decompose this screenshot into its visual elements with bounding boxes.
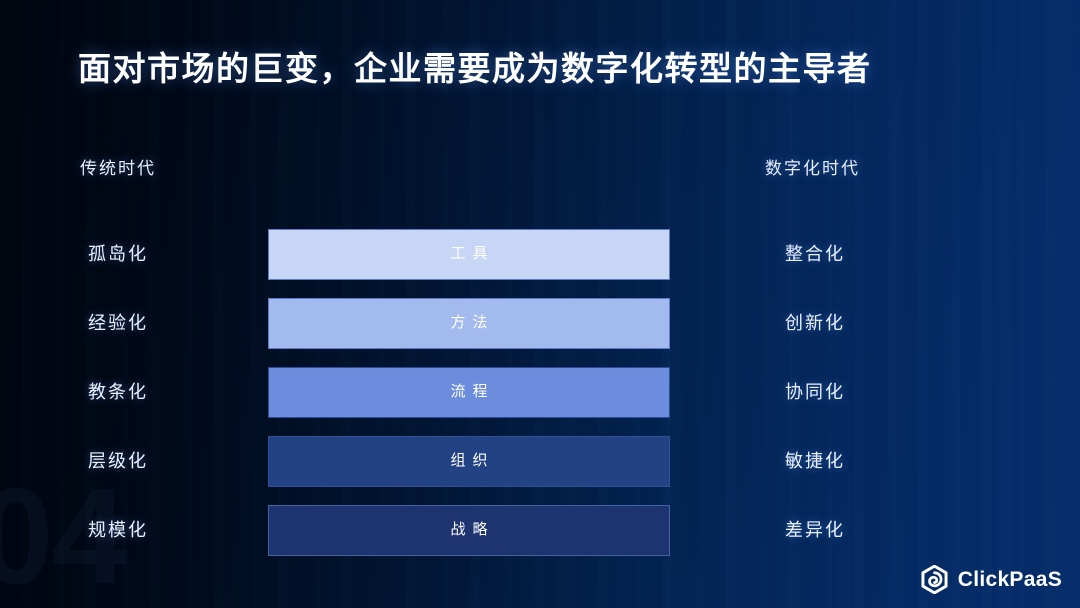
left-label: 教条化 [88,382,148,402]
center-bar[interactable]: 方法 [268,298,670,349]
comparison-row: 规模化 战略 差异化 [0,505,1080,556]
right-label: 创新化 [785,313,845,333]
comparison-row: 孤岛化 工具 整合化 [0,229,1080,280]
center-bar[interactable]: 组织 [268,436,670,487]
center-bar[interactable]: 工具 [268,229,670,280]
clickpaas-hexagon-icon [920,565,949,594]
right-label: 协同化 [785,382,845,402]
column-header-traditional: 传统时代 [80,159,156,178]
left-label: 规模化 [88,520,148,540]
left-label: 层级化 [88,451,148,471]
right-label: 差异化 [785,520,845,540]
clickpaas-wordmark: ClickPaaS [957,567,1062,591]
slide-number-watermark: 04 [0,460,127,608]
comparison-row: 教条化 流程 协同化 [0,367,1080,418]
center-bar[interactable]: 流程 [268,367,670,418]
center-bar[interactable]: 战略 [268,505,670,556]
comparison-row: 层级化 组织 敏捷化 [0,436,1080,487]
comparison-row: 经验化 方法 创新化 [0,298,1080,349]
right-label: 整合化 [785,244,845,264]
left-label: 经验化 [88,313,148,333]
column-header-digital: 数字化时代 [765,159,860,178]
clickpaas-logo: ClickPaaS [920,565,1062,594]
left-label: 孤岛化 [88,244,148,264]
slide-title: 面对市场的巨变，企业需要成为数字化转型的主导者 [78,50,872,87]
right-label: 敏捷化 [785,451,845,471]
comparison-rows: 孤岛化 工具 整合化 经验化 方法 创新化 教条化 流程 协同化 层级化 组织 … [0,229,1080,556]
